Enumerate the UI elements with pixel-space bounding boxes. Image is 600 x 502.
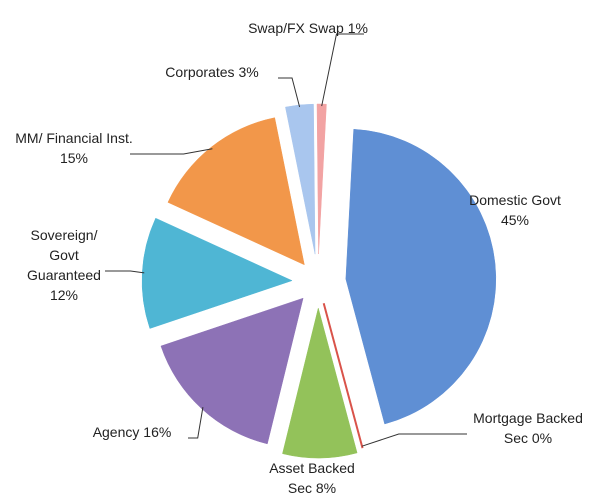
category-name: Mortgage Backed Sec	[473, 410, 583, 446]
slice-label: Swap/FX Swap 1%	[248, 18, 368, 38]
category-name: Domestic Govt	[469, 192, 561, 208]
leader-line	[361, 433, 467, 447]
leader-line	[130, 148, 213, 155]
leader-line	[105, 270, 145, 274]
leader-line	[188, 407, 204, 439]
slice-label: Asset Backed Sec 8%	[257, 458, 367, 498]
category-name: Swap/FX Swap	[248, 20, 344, 36]
pie-slice	[160, 297, 304, 445]
category-name: Corporates	[165, 64, 235, 80]
slice-label: MM/ Financial Inst. 15%	[14, 128, 134, 168]
slice-label: Agency 16%	[72, 422, 192, 442]
slice-label: Domestic Govt 45%	[460, 190, 570, 230]
category-name: Agency	[92, 424, 140, 440]
category-name: Asset Backed Sec	[269, 460, 355, 496]
value-label: 0%	[531, 430, 553, 446]
category-name: MM/ Financial Inst.	[15, 130, 133, 146]
leader-line	[278, 77, 301, 108]
value-label: 3%	[238, 64, 259, 80]
value-label: 15%	[59, 150, 89, 166]
slice-label: Sovereign/ Govt Guaranteed 12%	[19, 225, 109, 305]
category-name: Sovereign/ Govt Guaranteed	[27, 227, 101, 283]
leader-line	[321, 33, 364, 107]
value-label: 12%	[49, 287, 79, 303]
pie-slice	[167, 117, 305, 266]
value-label: 16%	[143, 424, 172, 440]
slice-label: Corporates 3%	[142, 62, 282, 82]
value-label: 1%	[347, 20, 368, 36]
value-label: 8%	[315, 480, 337, 496]
pie-slice	[345, 129, 497, 425]
slice-label: Mortgage Backed Sec 0%	[463, 408, 593, 448]
pie-slice	[316, 103, 327, 255]
pie-slice	[322, 302, 364, 449]
pie-slice	[282, 307, 358, 459]
value-label: 45%	[500, 212, 530, 228]
